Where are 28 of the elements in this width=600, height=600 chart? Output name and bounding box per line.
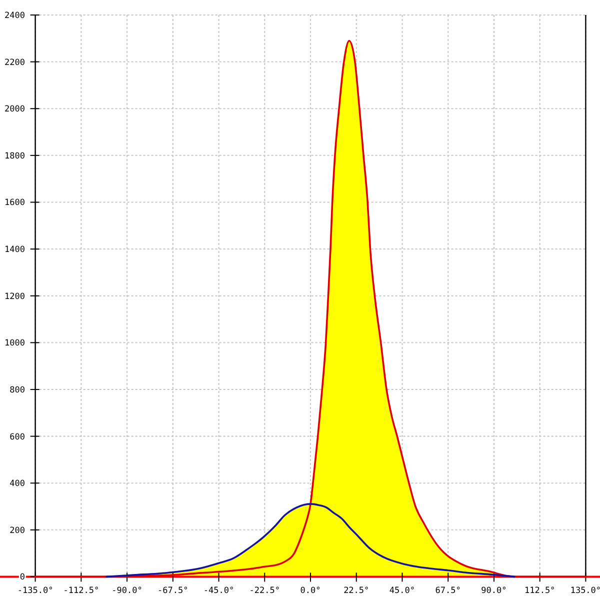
y-tick-label: 400 [10,479,25,490]
y-tick-label: 200 [10,526,25,536]
x-tick-label: 112.5° [524,586,556,596]
line-series [34,40,587,578]
y-tick-label: 1400 [4,245,25,256]
y-tick-label: 2200 [4,58,25,68]
y-tick-label: 2400 [4,11,25,21]
y-tick-label: 1000 [4,338,25,349]
x-tick-label: 90.0° [481,586,507,596]
x-tick-label: 45.0° [389,586,416,596]
x-tick-label: 67.5° [435,586,461,596]
x-tick-label: -45.0° [203,586,234,596]
y-tick-label: 800 [10,385,25,396]
y-tick-label: 1600 [4,198,25,208]
x-tick-label: -90.0° [112,586,142,596]
line-series [106,503,516,578]
x-tick-label: -22.5° [249,586,280,596]
x-tick-label: 22.5° [344,586,370,596]
x-tick-label: 0.0° [300,586,321,596]
x-tick-label: -112.5° [63,586,100,596]
y-tick-label: 2000 [4,104,25,115]
x-tick-label: -135.0° [17,586,54,596]
x-tick-label: 135.0° [570,586,600,596]
x-tick-label: -67.5° [158,586,188,596]
y-tick-label: 1800 [4,151,25,162]
y-tick-label: 600 [10,432,25,442]
y-tick-label: 1200 [4,292,25,302]
y-tick-label: 0 [20,572,25,583]
